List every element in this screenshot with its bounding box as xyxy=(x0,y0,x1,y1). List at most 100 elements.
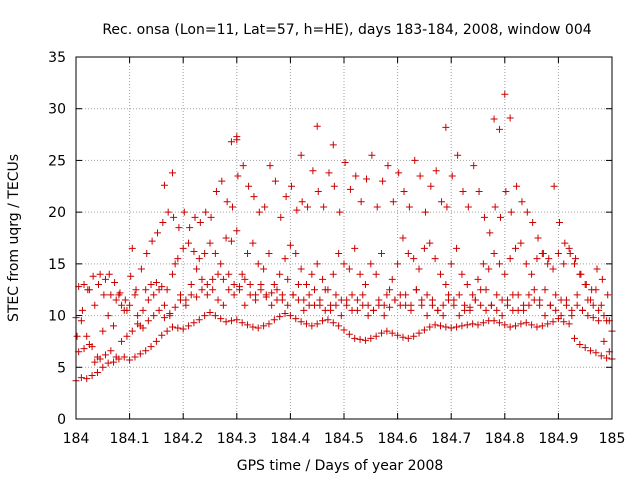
data-point xyxy=(88,372,96,380)
data-point xyxy=(193,265,201,273)
data-point xyxy=(163,327,171,335)
data-point xyxy=(518,198,526,206)
data-point xyxy=(78,306,86,314)
data-point xyxy=(223,198,231,206)
data-point xyxy=(233,316,241,324)
data-point xyxy=(389,198,397,206)
data-point xyxy=(477,301,485,309)
data-point xyxy=(345,265,353,273)
data-point xyxy=(380,312,388,320)
data-point xyxy=(319,275,327,283)
data-point xyxy=(495,125,503,133)
data-point xyxy=(372,332,380,340)
data-point xyxy=(83,375,91,383)
data-point xyxy=(595,317,603,325)
data-point xyxy=(450,301,458,309)
data-point xyxy=(477,286,485,294)
data-point xyxy=(313,320,321,328)
data-point xyxy=(561,239,569,247)
data-point xyxy=(211,312,219,320)
x-axis: 184 184.1 184.2 184.3 184.4 184.5 184.6 184.7 18… xyxy=(63,57,625,447)
data-point xyxy=(373,203,381,211)
data-point xyxy=(155,306,163,314)
data-point xyxy=(126,301,134,309)
data-point xyxy=(584,312,592,320)
data-point xyxy=(168,169,176,177)
data-point xyxy=(420,244,428,252)
data-point xyxy=(80,281,88,289)
data-point xyxy=(565,244,573,252)
data-point xyxy=(289,291,297,299)
data-point xyxy=(383,291,391,299)
data-point xyxy=(107,347,115,355)
data-point xyxy=(576,341,584,349)
data-point xyxy=(227,138,235,146)
data-point xyxy=(509,306,517,314)
data-point xyxy=(132,286,140,294)
data-point xyxy=(533,255,541,263)
data-point xyxy=(118,337,126,345)
x-tick-label: 184.1 xyxy=(110,431,150,447)
data-point xyxy=(111,278,119,286)
data-point xyxy=(203,291,211,299)
data-point xyxy=(407,306,415,314)
data-point xyxy=(249,239,257,247)
data-point xyxy=(512,322,520,330)
data-point xyxy=(155,286,163,294)
data-point xyxy=(230,281,238,289)
data-point xyxy=(134,312,142,320)
data-point xyxy=(137,265,145,273)
data-point xyxy=(159,218,167,226)
data-point xyxy=(525,291,533,299)
data-point xyxy=(507,208,515,216)
data-point xyxy=(262,293,270,301)
data-point xyxy=(127,272,135,280)
data-point xyxy=(353,306,361,314)
data-point xyxy=(238,270,246,278)
data-point xyxy=(394,260,402,268)
data-point xyxy=(554,250,562,258)
data-point xyxy=(386,286,394,294)
data-point xyxy=(517,239,525,247)
data-point xyxy=(442,323,450,331)
data-point xyxy=(486,229,494,237)
data-point xyxy=(502,187,510,195)
data-point xyxy=(99,363,107,371)
data-point xyxy=(180,208,188,216)
data-point xyxy=(142,347,150,355)
data-point xyxy=(327,306,335,314)
data-point xyxy=(534,234,542,242)
data-point xyxy=(99,327,107,335)
data-point xyxy=(73,332,81,340)
data-point xyxy=(411,156,419,164)
data-point xyxy=(410,332,418,340)
data-point xyxy=(330,182,338,190)
data-point xyxy=(520,306,528,314)
data-point xyxy=(91,358,99,366)
data-point xyxy=(217,260,225,268)
data-point xyxy=(528,321,536,329)
data-point xyxy=(152,337,160,345)
data-point xyxy=(123,332,131,340)
y-axis-label: STEC from uqrg / TECUs xyxy=(6,154,22,322)
data-point xyxy=(412,286,420,294)
data-point xyxy=(171,303,179,311)
data-point xyxy=(96,270,104,278)
data-point xyxy=(420,326,428,334)
data-point xyxy=(396,291,404,299)
data-point xyxy=(158,331,166,339)
data-point xyxy=(388,329,396,337)
data-point xyxy=(164,208,172,216)
data-point xyxy=(148,237,156,245)
data-point xyxy=(332,301,340,309)
data-point xyxy=(254,324,262,332)
data-point xyxy=(560,260,568,268)
data-point xyxy=(131,353,139,361)
y-tick-label: 5 xyxy=(57,360,66,376)
data-point xyxy=(282,193,290,201)
data-point xyxy=(582,281,590,289)
data-point xyxy=(361,281,369,289)
data-point xyxy=(480,213,488,221)
data-point xyxy=(292,315,300,323)
x-tick-label: 184.5 xyxy=(324,431,364,447)
